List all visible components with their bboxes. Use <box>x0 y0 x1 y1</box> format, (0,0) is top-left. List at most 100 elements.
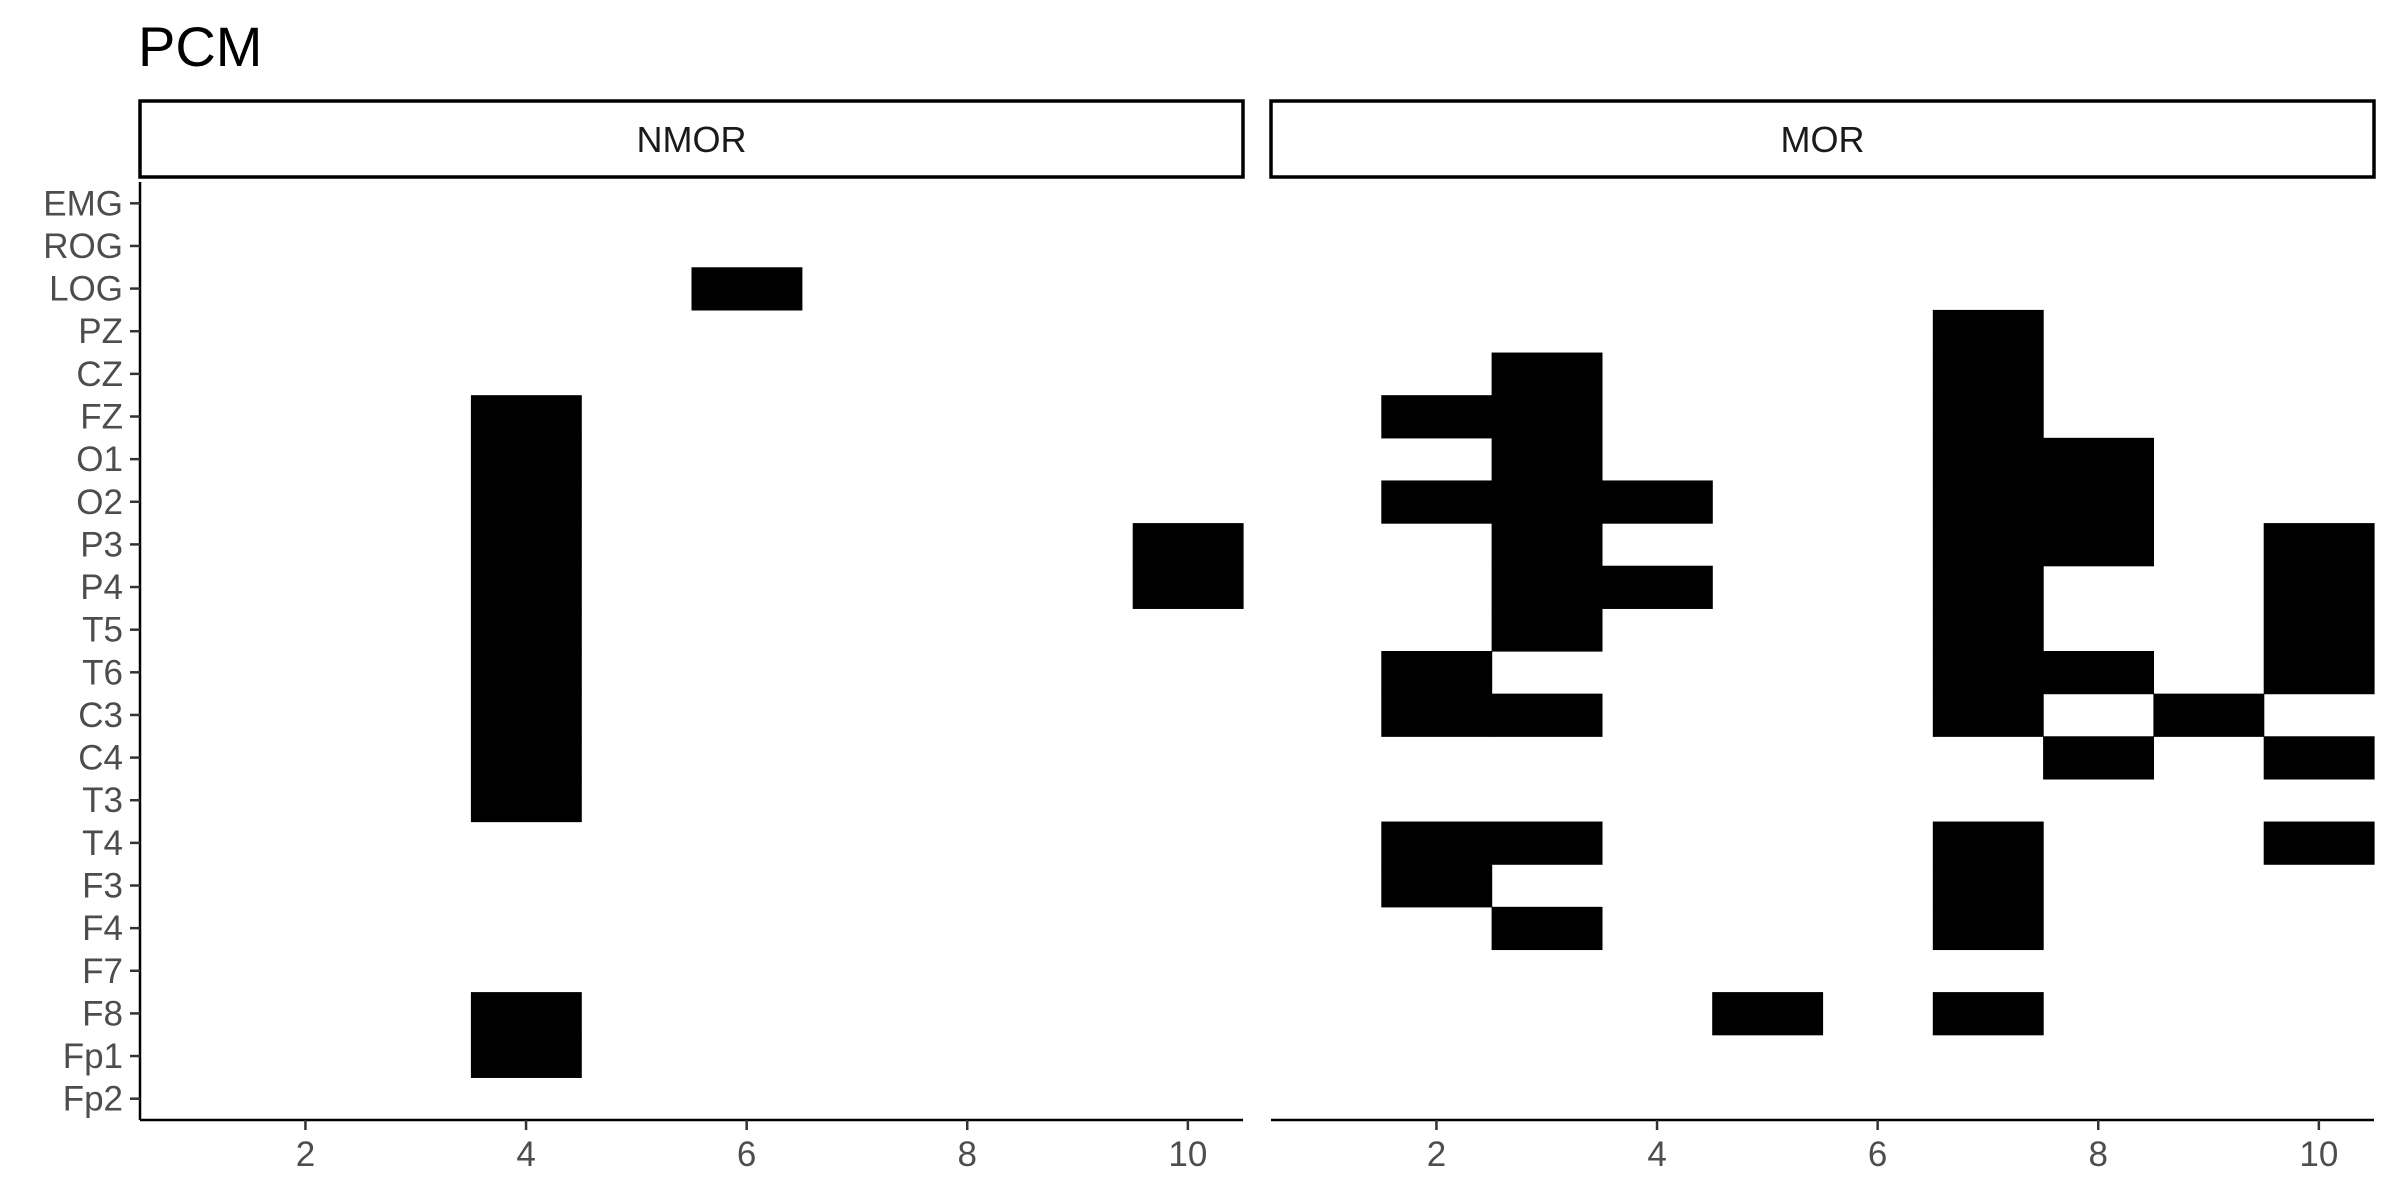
x-tick-label: 2 <box>1427 1135 1446 1174</box>
x-tick-label: 6 <box>737 1135 756 1174</box>
tile-mor-2-t4 <box>1381 821 1493 865</box>
y-tick-label: T4 <box>82 824 123 863</box>
facet-panels: NMOR 2 4 6 8 10 MOR 2 4 6 8 10 <box>138 99 2376 1174</box>
tile-mor-3-t5 <box>1491 608 1603 652</box>
tile-nmor-10-p3 <box>1132 523 1244 567</box>
tile-mor-3-f4 <box>1491 906 1603 951</box>
tile-nmor-4-c3 <box>470 693 582 737</box>
tile-mor-7-f8 <box>1932 992 2044 1036</box>
facet-strip-mor <box>1269 99 2376 179</box>
tile-mor-7-p4 <box>1932 565 2044 609</box>
tile-nmor-4-t6 <box>470 651 582 695</box>
facet-strip-nmor <box>138 99 1245 179</box>
x-tick-label: 4 <box>1647 1135 1666 1174</box>
y-tick-label: ROG <box>43 227 123 266</box>
tile-mor-3-cz <box>1491 352 1603 396</box>
tile-mor-10-c4 <box>2263 736 2375 780</box>
tile-mor-10-p4 <box>2263 565 2375 609</box>
tile-mor-10-t6 <box>2263 651 2375 695</box>
tile-mor-7-p3 <box>1932 523 2044 567</box>
y-tick-label: O2 <box>76 483 123 522</box>
tile-mor-5-f8 <box>1712 992 1824 1036</box>
tile-nmor-4-o1 <box>470 437 582 482</box>
tile-mor-7-f4 <box>1932 906 2044 951</box>
tile-mor-8-o2 <box>2043 480 2154 524</box>
panel-mor: MOR 2 4 6 8 10 <box>1269 99 2376 1174</box>
y-tick-label: C3 <box>78 696 123 735</box>
tile-mor-2-t6 <box>1381 651 1493 695</box>
tile-mor-2-c3 <box>1381 693 1493 737</box>
tile-nmor-4-p4 <box>470 565 582 609</box>
tile-nmor-4-fp1 <box>470 1034 582 1078</box>
tile-mor-8-p3 <box>2043 523 2154 567</box>
tile-nmor-4-t5 <box>470 608 582 652</box>
tile-mor-3-p4 <box>1491 565 1603 609</box>
tile-mor-3-t4 <box>1491 821 1603 865</box>
tile-mor-3-p3 <box>1491 523 1603 567</box>
tile-mor-4-o2 <box>1601 480 1713 524</box>
x-tick-label: 6 <box>1868 1135 1887 1174</box>
x-tick-label: 8 <box>2089 1135 2108 1174</box>
tile-nmor-4-fz <box>470 395 582 439</box>
y-tick-label: C4 <box>78 739 123 778</box>
x-tick-label: 2 <box>296 1135 315 1174</box>
y-tick-label: F4 <box>82 909 123 948</box>
facet-strip-label: NMOR <box>637 119 747 160</box>
tile-mor-10-t5 <box>2263 608 2375 652</box>
y-tick-label: F7 <box>82 952 123 991</box>
facet-strip-label: MOR <box>1781 119 1865 160</box>
tile-mor-2-o2 <box>1381 480 1493 524</box>
y-tick-label: Fp1 <box>63 1037 123 1076</box>
tile-mor-3-o2 <box>1491 480 1603 524</box>
tile-mor-7-cz <box>1932 352 2044 396</box>
tile-mor-7-t5 <box>1932 608 2044 652</box>
y-tick-label: O1 <box>76 440 123 479</box>
x-tick-label: 4 <box>516 1135 535 1174</box>
tile-mor-4-p4 <box>1601 565 1713 609</box>
tile-nmor-4-p3 <box>470 523 582 567</box>
x-tick-label: 8 <box>958 1135 977 1174</box>
y-tick-label: T3 <box>82 781 123 820</box>
tile-mor-7-o1 <box>1932 437 2044 482</box>
chart-title: PCM <box>138 15 262 78</box>
tile-mor-3-c3 <box>1491 693 1603 737</box>
x-tick-label: 10 <box>2299 1135 2338 1174</box>
y-tick-label: Fp2 <box>63 1080 123 1119</box>
tile-mor-8-t6 <box>2043 651 2154 695</box>
y-tick-label: CZ <box>76 355 123 394</box>
tile-nmor-6-log <box>691 267 803 311</box>
tile-mor-8-c4 <box>2043 736 2154 780</box>
tiles-mor <box>1381 309 2375 1036</box>
y-tick-label: FZ <box>80 398 123 437</box>
tile-mor-3-fz <box>1491 395 1603 439</box>
tile-mor-7-t4 <box>1932 821 2044 865</box>
y-tick-label: F8 <box>82 994 123 1033</box>
y-tick-label: P4 <box>80 568 123 607</box>
tile-nmor-4-c4 <box>470 736 582 780</box>
tile-nmor-4-t3 <box>470 778 582 823</box>
tile-mor-7-t6 <box>1932 651 2044 695</box>
y-tick-label: P3 <box>80 525 123 564</box>
tile-mor-10-t4 <box>2263 821 2375 865</box>
tile-nmor-10-p4 <box>1132 565 1244 609</box>
tile-mor-8-o1 <box>2043 437 2154 482</box>
tile-mor-7-pz <box>1932 309 2044 354</box>
y-tick-label: T6 <box>82 653 123 692</box>
x-tick-label: 10 <box>1168 1135 1207 1174</box>
tile-mor-7-f3 <box>1932 864 2044 908</box>
tile-mor-7-o2 <box>1932 480 2044 524</box>
panel-nmor: NMOR 2 4 6 8 10 <box>138 99 1245 1174</box>
y-tick-label: EMG <box>43 184 123 223</box>
tile-mor-7-fz <box>1932 395 2044 439</box>
tiles-nmor <box>470 267 1244 1078</box>
y-tick-label: F3 <box>82 867 123 906</box>
tile-mor-7-c3 <box>1932 693 2044 737</box>
tile-mor-3-o1 <box>1491 437 1603 482</box>
tile-nmor-4-o2 <box>470 480 582 524</box>
y-tick-label: PZ <box>78 312 123 351</box>
tile-mor-9-c3 <box>2153 693 2265 737</box>
tile-nmor-4-f8 <box>470 992 582 1036</box>
